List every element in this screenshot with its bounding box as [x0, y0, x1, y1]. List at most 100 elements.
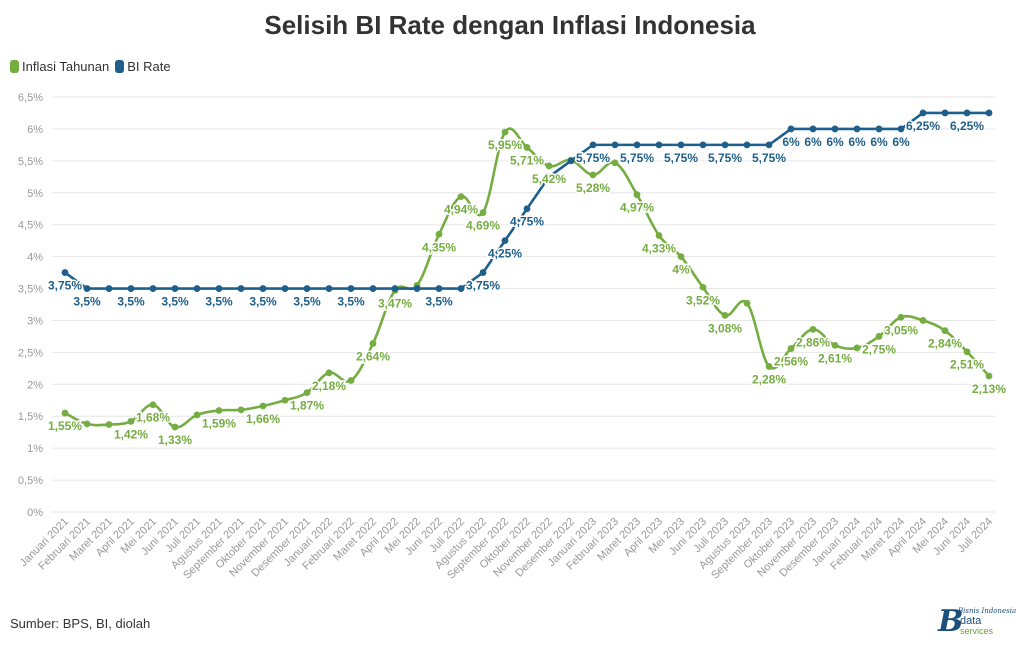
data-point-bi-rate [193, 285, 201, 292]
data-point-bi-rate [413, 285, 421, 292]
data-label-inflasi: 1,59% [202, 416, 236, 430]
data-point-inflasi [655, 232, 663, 239]
data-label-inflasi: 2,28% [752, 372, 786, 386]
data-label-inflasi: 2,51% [950, 358, 984, 372]
data-point-inflasi [875, 333, 883, 340]
legend-swatch-inflasi [10, 60, 19, 73]
data-point-bi-rate [611, 141, 619, 149]
data-label-bi-rate: 5,75% [620, 151, 654, 165]
data-point-inflasi [259, 402, 267, 410]
legend-label-bi-rate: BI Rate [127, 59, 171, 74]
data-point-inflasi [699, 283, 707, 291]
data-point-bi-rate [149, 285, 157, 292]
data-label-inflasi: 4% [672, 263, 690, 277]
data-label-inflasi: 2,86% [796, 335, 830, 349]
data-point-inflasi [787, 345, 795, 352]
legend-item-bi-rate[interactable]: BI Rate [115, 59, 171, 74]
data-label-bi-rate: 3,5% [161, 295, 189, 309]
data-point-inflasi [149, 401, 157, 409]
data-label-inflasi: 3,52% [686, 293, 720, 307]
data-label-bi-rate: 3,5% [73, 295, 101, 309]
data-point-inflasi [523, 144, 531, 151]
data-point-inflasi [61, 409, 69, 417]
data-point-bi-rate [435, 285, 443, 292]
data-point-inflasi [501, 128, 509, 136]
data-point-inflasi [127, 417, 135, 425]
data-point-bi-rate [897, 125, 905, 133]
data-label-bi-rate: 5,75% [664, 151, 698, 165]
data-label-inflasi: 4,97% [620, 201, 654, 215]
data-label-bi-rate: 3,5% [249, 295, 277, 309]
data-label-bi-rate: 4,75% [510, 215, 544, 229]
data-point-inflasi [171, 423, 179, 431]
data-label-inflasi: 1,55% [48, 419, 82, 433]
y-tick-label: 5% [27, 188, 43, 200]
data-point-inflasi [105, 421, 113, 428]
data-point-bi-rate [633, 141, 641, 149]
data-point-bi-rate [479, 269, 487, 276]
data-point-bi-rate [369, 285, 377, 292]
data-label-inflasi: 5,71% [510, 153, 544, 167]
data-label-inflasi: 1,42% [114, 427, 148, 441]
source-note: Sumber: BPS, BI, diolah [10, 616, 151, 631]
data-point-bi-rate [347, 285, 355, 292]
data-point-inflasi [919, 317, 927, 324]
legend-swatch-bi-rate [115, 60, 125, 73]
data-label-inflasi: 4,33% [642, 242, 676, 256]
y-tick-label: 3,5% [18, 284, 43, 296]
brand-logo: B Bisnis Indonesia data services [938, 604, 1017, 639]
data-label-bi-rate: 3,5% [293, 295, 321, 309]
data-point-inflasi [831, 341, 839, 349]
data-point-inflasi [853, 344, 861, 352]
data-point-inflasi [589, 171, 597, 179]
data-label-inflasi: 1,33% [158, 433, 192, 447]
data-label-inflasi: 3,08% [708, 321, 742, 335]
data-label-bi-rate: 3,75% [466, 279, 500, 293]
data-point-bi-rate [809, 125, 817, 133]
data-label-inflasi: 2,64% [356, 349, 390, 363]
data-point-bi-rate [325, 285, 333, 292]
data-label-bi-rate: 6,25% [906, 119, 940, 133]
data-label-inflasi: 4,94% [444, 203, 478, 217]
data-point-inflasi [677, 253, 685, 261]
data-point-bi-rate [743, 141, 751, 149]
y-tick-label: 0,5% [18, 475, 43, 487]
data-point-bi-rate [831, 125, 839, 133]
y-tick-label: 6,5% [18, 92, 43, 104]
data-point-inflasi [193, 411, 201, 419]
data-point-bi-rate [699, 141, 707, 149]
data-point-bi-rate [963, 109, 971, 117]
data-point-inflasi [611, 159, 619, 167]
data-label-bi-rate: 3,75% [48, 279, 82, 293]
data-point-bi-rate [61, 269, 69, 276]
y-tick-label: 1,5% [18, 411, 43, 423]
series-line-inflasi [63, 127, 991, 429]
data-point-inflasi [435, 230, 443, 238]
data-label-bi-rate: 3,5% [205, 295, 233, 309]
data-label-bi-rate: 5,75% [708, 151, 742, 165]
data-point-bi-rate [259, 285, 267, 292]
data-point-bi-rate [391, 285, 399, 292]
data-point-inflasi [809, 326, 817, 333]
data-point-bi-rate [589, 141, 597, 149]
data-point-inflasi [545, 162, 553, 170]
data-point-bi-rate [303, 285, 311, 292]
legend-item-inflasi[interactable]: Inflasi Tahunan [10, 59, 109, 74]
data-label-bi-rate: 3,5% [117, 295, 145, 309]
legend: Inflasi Tahunan BI Rate [10, 59, 177, 74]
data-point-bi-rate [105, 285, 113, 292]
data-label-bi-rate: 6% [892, 135, 910, 149]
data-point-inflasi [83, 420, 91, 428]
data-label-bi-rate: 6,25% [950, 119, 984, 133]
data-point-inflasi [765, 363, 773, 370]
data-label-bi-rate: 6% [782, 135, 800, 149]
data-point-bi-rate [215, 285, 223, 292]
data-label-bi-rate: 5,75% [752, 151, 786, 165]
data-point-inflasi [281, 396, 289, 404]
data-point-bi-rate [985, 109, 993, 117]
data-point-inflasi [369, 340, 377, 347]
data-point-bi-rate [83, 285, 91, 292]
legend-label-inflasi: Inflasi Tahunan [22, 59, 110, 74]
data-label-inflasi: 1,87% [290, 399, 324, 413]
logo-text-top: Bisnis Indonesia [958, 607, 1017, 615]
